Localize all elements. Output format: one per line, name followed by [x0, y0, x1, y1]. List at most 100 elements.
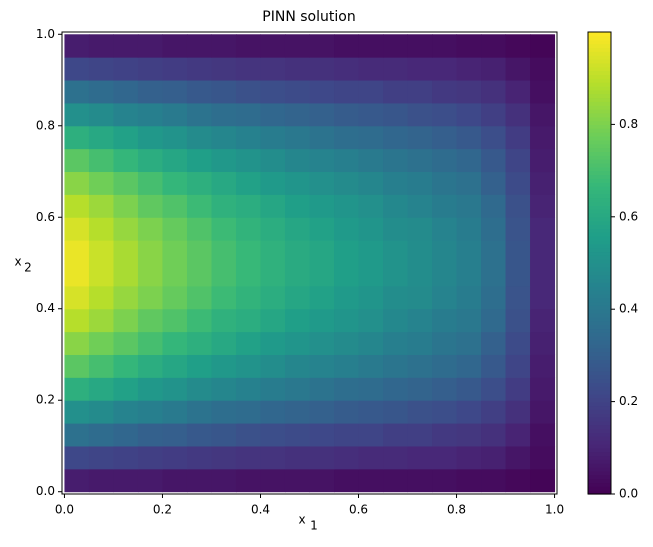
heatmap-cell: [260, 217, 286, 241]
colorbar-segment: [588, 424, 611, 430]
heatmap-cell: [334, 308, 360, 333]
heatmap-cell: [456, 331, 482, 355]
heatmap-cell: [162, 285, 188, 310]
heatmap-cell: [334, 400, 360, 424]
heatmap-cell: [88, 57, 114, 81]
colorbar-segment: [588, 239, 611, 245]
heatmap-cell: [456, 80, 482, 104]
heatmap-cell: [211, 377, 237, 401]
heatmap-cell: [309, 34, 335, 58]
colorbar-segment: [588, 128, 611, 133]
heatmap-cell: [407, 240, 433, 264]
colorbar-segment: [588, 78, 611, 83]
heatmap-cell: [211, 285, 237, 310]
heatmap-cell: [481, 468, 507, 493]
heatmap-cell: [358, 285, 384, 310]
heatmap-cell: [235, 331, 261, 355]
colorbar-segment: [588, 482, 611, 487]
heatmap-cell: [211, 34, 237, 58]
heatmap-cell: [309, 194, 335, 218]
heatmap-cell: [284, 445, 310, 470]
heatmap-cell: [235, 400, 261, 424]
heatmap-cell: [456, 148, 482, 173]
colorbar-segment: [588, 112, 611, 118]
colorbar-segment: [588, 135, 611, 141]
heatmap-cell: [162, 102, 188, 127]
colorbar-segment: [588, 116, 611, 122]
heatmap-cell: [530, 263, 556, 287]
heatmap-cell: [505, 240, 531, 264]
heatmap-cell: [481, 445, 507, 470]
heatmap-cell: [383, 445, 409, 470]
heatmap-cell: [186, 171, 212, 195]
heatmap-cell: [334, 445, 360, 470]
heatmap-cell: [113, 331, 139, 355]
heatmap-cell: [309, 445, 335, 470]
colorbar-segment: [588, 70, 611, 75]
heatmap-cell: [358, 57, 384, 81]
colorbar-segment: [588, 35, 611, 41]
heatmap-cell: [481, 102, 507, 127]
heatmap-cell: [432, 468, 458, 493]
colorbar-segment: [588, 143, 611, 149]
colorbar-frame: [587, 31, 612, 495]
colorbar-segment: [588, 374, 611, 380]
heatmap-cell: [383, 377, 409, 401]
heatmap-cell: [235, 308, 261, 333]
colorbar-segment: [588, 243, 611, 249]
heatmap-cell: [383, 171, 409, 195]
heatmap-cell: [383, 331, 409, 355]
heatmap-cell: [211, 308, 237, 333]
heatmap-cell: [113, 285, 139, 310]
heatmap-cell: [481, 34, 507, 58]
heatmap-cell: [505, 354, 531, 378]
heatmap-cell: [432, 400, 458, 424]
heatmap-cell: [383, 468, 409, 493]
heatmap-cell: [235, 285, 261, 310]
colorbar-segment: [588, 286, 611, 291]
heatmap-cell: [88, 423, 114, 447]
heatmap-cell: [407, 354, 433, 378]
heatmap-cell: [137, 354, 163, 378]
colorbar-segment: [588, 47, 611, 52]
colorbar-segment: [588, 193, 611, 199]
heatmap-cell: [211, 57, 237, 81]
heatmap-cell: [186, 377, 212, 401]
heatmap-cell: [334, 331, 360, 355]
heatmap-cell: [64, 400, 90, 424]
colorbar-segment: [588, 490, 611, 495]
heatmap-cell: [358, 445, 384, 470]
colorbar-segment: [588, 236, 611, 241]
colorbar-segment: [588, 105, 611, 110]
heatmap-cell: [284, 57, 310, 81]
heatmap-cell: [235, 34, 261, 58]
heatmap-cell: [88, 34, 114, 58]
colorbar-segment: [588, 447, 611, 453]
heatmap-cell: [432, 331, 458, 355]
heatmap-cell: [235, 377, 261, 401]
heatmap-cell: [137, 240, 163, 264]
heatmap-cell: [162, 80, 188, 104]
heatmap-cell: [113, 148, 139, 173]
heatmap-cell: [456, 102, 482, 127]
heatmap-cell: [260, 331, 286, 355]
heatmap-cell: [334, 171, 360, 195]
heatmap-cell: [235, 125, 261, 150]
heatmap-cell: [334, 57, 360, 81]
heatmap-cell: [456, 377, 482, 401]
colorbar-segment: [588, 220, 611, 226]
heatmap-cell: [481, 80, 507, 104]
colorbar-segment: [588, 109, 611, 114]
heatmap-cell: [530, 240, 556, 264]
heatmap-cell: [162, 171, 188, 195]
colorbar-segment: [588, 316, 611, 322]
heatmap-cell: [309, 57, 335, 81]
heatmap-cell: [334, 468, 360, 493]
heatmap-cell: [309, 354, 335, 378]
heatmap-cell: [284, 423, 310, 447]
colorbar-segment: [588, 255, 611, 260]
heatmap-cell: [162, 468, 188, 493]
heatmap-cell: [137, 148, 163, 173]
heatmap-cell: [162, 308, 188, 333]
y-axis-label: x: [14, 255, 21, 269]
